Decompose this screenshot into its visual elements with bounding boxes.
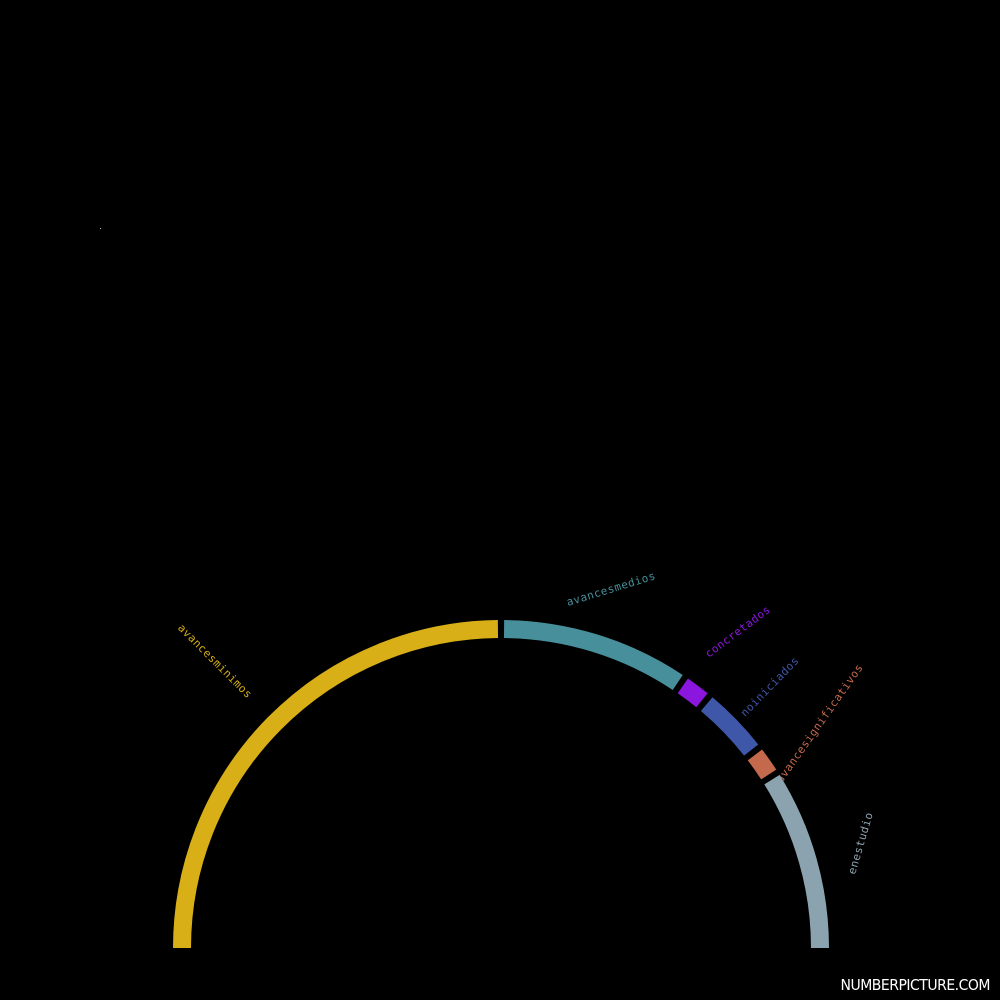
arc-segment-avancesmedios [503, 620, 683, 690]
segment-label-enestudio: enestudio [845, 811, 875, 876]
segment-label-avancesignificativos: avancesignificativos [773, 661, 866, 785]
stray-dot [100, 228, 101, 229]
arc-segment-concretados [677, 678, 708, 708]
arc-segment-avancesminimos [173, 620, 499, 949]
segment-label-avancesminimos: avancesminimos [175, 621, 255, 701]
segment-label-avancesmedios: avancesmedios [565, 569, 657, 609]
arc-segment-noiniciados [700, 697, 759, 756]
arc-segment-enestudio [764, 774, 829, 949]
segment-label-concretados: concretados [703, 603, 773, 660]
watermark-text: NUMBERPICTURE.COM [840, 977, 990, 995]
segment-label-noiniciados: noiniciados [738, 654, 802, 719]
arc-segment-avancesignificativos [747, 749, 777, 780]
